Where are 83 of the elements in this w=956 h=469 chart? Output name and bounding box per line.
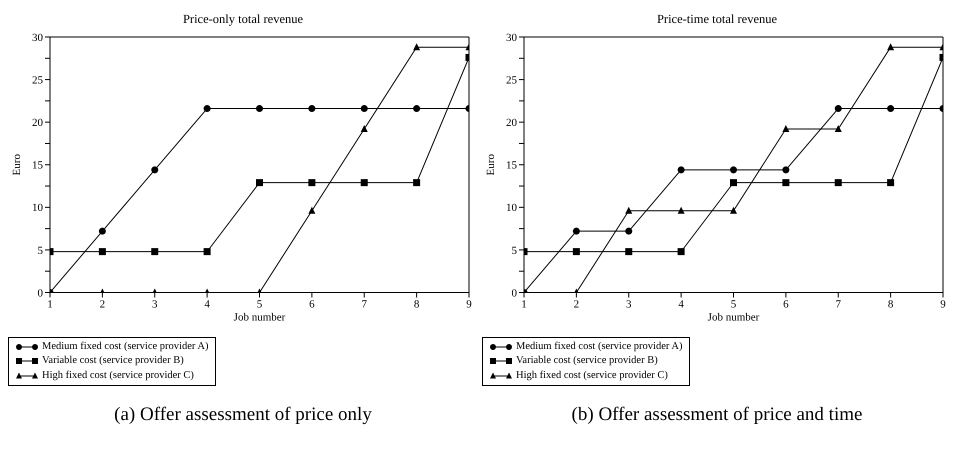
point [308,206,316,214]
point [360,179,368,186]
x-tick-label: 5 [730,298,737,310]
y-tick-label: 10 [32,202,44,214]
x-tick-label: 3 [626,298,632,310]
x-tick-label: 9 [940,298,946,310]
x-tick-label: 6 [309,298,316,310]
x-tick-label: 1 [47,298,53,310]
point [572,248,580,256]
y-tick-label: 15 [506,160,518,172]
point [782,166,790,174]
y-tick-label: 5 [38,244,44,257]
point [887,179,894,186]
point [887,43,894,50]
chart-title: Price-only total revenue [182,11,304,28]
x-tick-label: 4 [204,298,210,310]
x-tick-label: 8 [888,298,894,310]
y-tick-label: 20 [506,117,518,130]
x-tick-label: 4 [678,298,684,310]
point [572,228,580,235]
point [413,105,420,112]
point [98,248,106,256]
y-tick-label: 20 [32,117,44,130]
point [360,124,368,132]
point [887,105,894,112]
y-axis-title: Euro [10,154,23,176]
y-axis-title: Euro [484,154,497,176]
x-tick-label: 2 [100,298,106,310]
point [151,248,158,256]
point [204,105,211,112]
legend-label: High fixed cost (service provider C) [516,368,668,382]
point [413,179,420,186]
legend-label: Variable cost (service provider B) [42,354,184,368]
point [413,43,420,50]
x-tick-label: 9 [466,298,472,310]
x-tick-label: 3 [152,298,158,310]
x-tick-label: 6 [783,298,790,310]
y-tick-label: 25 [506,74,518,86]
text: (a) Offer assessment of price only [114,404,372,426]
point [782,179,790,186]
chart-title: Price-time total revenue [656,11,778,28]
x-axis-title: Job number [708,312,760,324]
point [782,124,790,132]
point [308,179,316,186]
point [256,179,263,186]
legend-label: Medium fixed cost (service provider A) [42,340,208,354]
text: (b) Offer assessment of price and time [572,404,862,426]
legend-label: Variable cost (service provider B) [516,354,658,368]
point [204,248,211,256]
legend-label: Medium fixed cost (service provider A) [516,340,682,354]
x-tick-label: 8 [414,298,420,310]
y-tick-label: 10 [506,202,518,214]
point [834,179,842,186]
y-tick-label: 30 [32,32,44,44]
point [256,105,263,112]
point [730,206,737,214]
point [625,248,632,256]
point [360,105,368,112]
y-tick-label: 25 [32,74,44,86]
point [730,166,737,174]
point [625,228,632,235]
point [308,105,316,112]
y-tick-label: 30 [506,32,518,44]
x-tick-label: 5 [256,298,263,310]
point [834,124,842,132]
point [730,179,737,186]
point [678,206,685,214]
point [625,206,632,214]
y-tick-label: 0 [38,287,44,300]
x-tick-label: 7 [836,298,842,310]
x-tick-label: 1 [521,298,527,310]
y-tick-label: 5 [512,244,518,257]
x-tick-label: 7 [362,298,368,310]
x-tick-label: 2 [574,298,580,310]
legend-label: High fixed cost (service provider C) [42,368,194,382]
y-tick-label: 0 [512,287,518,300]
x-axis-title: Job number [234,312,286,324]
point [151,166,158,174]
point [678,166,685,174]
point [834,105,842,112]
y-tick-label: 15 [32,160,44,172]
point [98,228,106,235]
point [678,248,685,256]
